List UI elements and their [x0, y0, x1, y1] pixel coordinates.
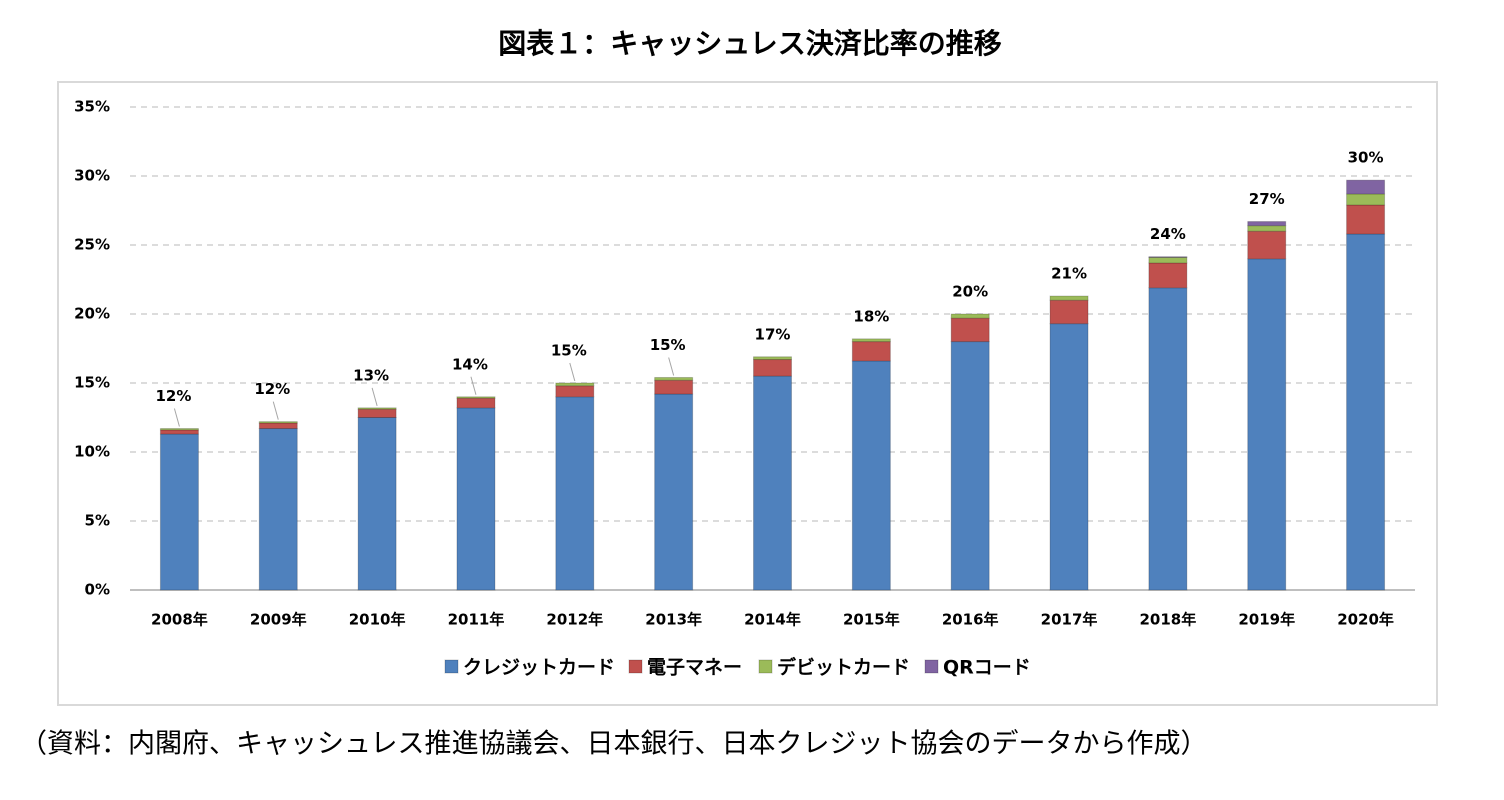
bar-segment: [159, 433, 199, 591]
bar-segment: [950, 317, 990, 343]
bar-segment: [555, 385, 595, 398]
total-label: 20%: [952, 283, 988, 301]
bar-segment: [1346, 233, 1386, 591]
total-label: 14%: [452, 355, 488, 373]
y-tick-label: 5%: [85, 512, 110, 530]
bar-segment: [1148, 262, 1188, 289]
total-label: 30%: [1348, 149, 1384, 167]
bar-segment: [555, 396, 595, 591]
x-tick-label: 2008年: [151, 611, 208, 629]
bar-segment: [456, 396, 496, 399]
total-label: 17%: [755, 325, 791, 343]
x-tick-label: 2015年: [843, 611, 900, 629]
legend-swatch: [628, 659, 643, 674]
legend-label: デビットカード: [777, 656, 910, 679]
label-leader: [470, 376, 477, 395]
bar-segment: [654, 393, 694, 591]
bar-segment: [1346, 204, 1386, 235]
chart-frame: [57, 81, 1438, 706]
x-tick-label: 2018年: [1140, 611, 1197, 629]
legend-swatch: [758, 659, 773, 674]
total-label: 12%: [155, 387, 191, 405]
bar-segment: [1346, 179, 1386, 195]
total-label: 27%: [1249, 190, 1285, 208]
x-tick-label: 2011年: [448, 611, 505, 629]
bar-segment: [753, 356, 792, 361]
x-tick-label: 2019年: [1238, 611, 1295, 629]
bar-segment: [1346, 193, 1386, 206]
x-tick-label: 2012年: [546, 611, 603, 629]
bar-segment: [357, 417, 397, 591]
legend-label: 電子マネー: [647, 657, 742, 679]
label-leader: [173, 408, 180, 427]
bar-segment: [753, 375, 792, 591]
y-tick-label: 0%: [85, 581, 110, 599]
bar-segment: [851, 341, 891, 362]
bar-segment: [1049, 299, 1089, 325]
total-label: 18%: [853, 307, 889, 325]
bar-segment: [1049, 323, 1089, 591]
bar-segment: [1247, 225, 1287, 232]
source-note: （資料：内閣府、キャッシュレス推進協議会、日本銀行、日本クレジット協会のデータか…: [20, 729, 1207, 760]
bar-segment: [159, 428, 199, 431]
bar-segment: [654, 379, 694, 395]
label-leader: [371, 387, 378, 406]
x-tick-label: 2013年: [645, 611, 702, 629]
bar-segment: [950, 341, 990, 591]
label-leader: [272, 401, 279, 420]
label-leader: [569, 362, 576, 382]
bar-segment: [1247, 258, 1287, 591]
y-tick-label: 35%: [74, 98, 110, 116]
bar-segment: [258, 421, 298, 424]
legend-swatch: [444, 659, 459, 674]
bar-segment: [1049, 295, 1089, 301]
label-leader: [668, 357, 675, 376]
total-label: 13%: [353, 366, 389, 384]
x-tick-label: 2014年: [744, 611, 801, 629]
legend-swatch: [924, 659, 939, 674]
bar-segment: [1148, 256, 1188, 264]
total-label: 15%: [650, 336, 686, 354]
bar-segment: [1148, 256, 1188, 258]
bar-segment: [456, 397, 496, 409]
bar-segment: [950, 313, 990, 319]
x-tick-label: 2020年: [1337, 611, 1394, 629]
y-tick-label: 10%: [74, 443, 110, 461]
y-tick-label: 20%: [74, 305, 110, 323]
bar-segment: [654, 376, 694, 381]
x-tick-label: 2009年: [250, 611, 307, 629]
bar-segment: [159, 429, 199, 435]
bar-segment: [258, 422, 298, 430]
total-label: 15%: [551, 342, 587, 360]
chart-title: 図表１：キャッシュレス決済比率の推移: [498, 27, 1001, 60]
bar-segment: [851, 360, 891, 591]
y-tick-label: 25%: [74, 236, 110, 254]
total-label: 24%: [1150, 225, 1186, 243]
y-tick-label: 15%: [74, 374, 110, 392]
total-label: 12%: [254, 380, 290, 398]
y-tick-label: 30%: [74, 167, 110, 185]
bar-segment: [456, 407, 496, 591]
x-tick-label: 2016年: [942, 611, 999, 629]
bar-segment: [357, 408, 397, 419]
bar-segment: [753, 359, 792, 377]
bar-segment: [851, 338, 891, 343]
bar-segment: [258, 428, 298, 591]
bar-segment: [1247, 230, 1287, 260]
x-tick-label: 2010年: [349, 611, 406, 629]
total-label: 21%: [1051, 265, 1087, 283]
x-tick-label: 2017年: [1041, 611, 1098, 629]
bar-segment: [1148, 287, 1188, 591]
bar-segment: [555, 382, 595, 387]
bar-segment: [1247, 221, 1287, 227]
bar-segment: [357, 407, 397, 410]
legend-label: クレジットカード: [463, 657, 615, 679]
legend-label: QRコード: [943, 657, 1031, 679]
